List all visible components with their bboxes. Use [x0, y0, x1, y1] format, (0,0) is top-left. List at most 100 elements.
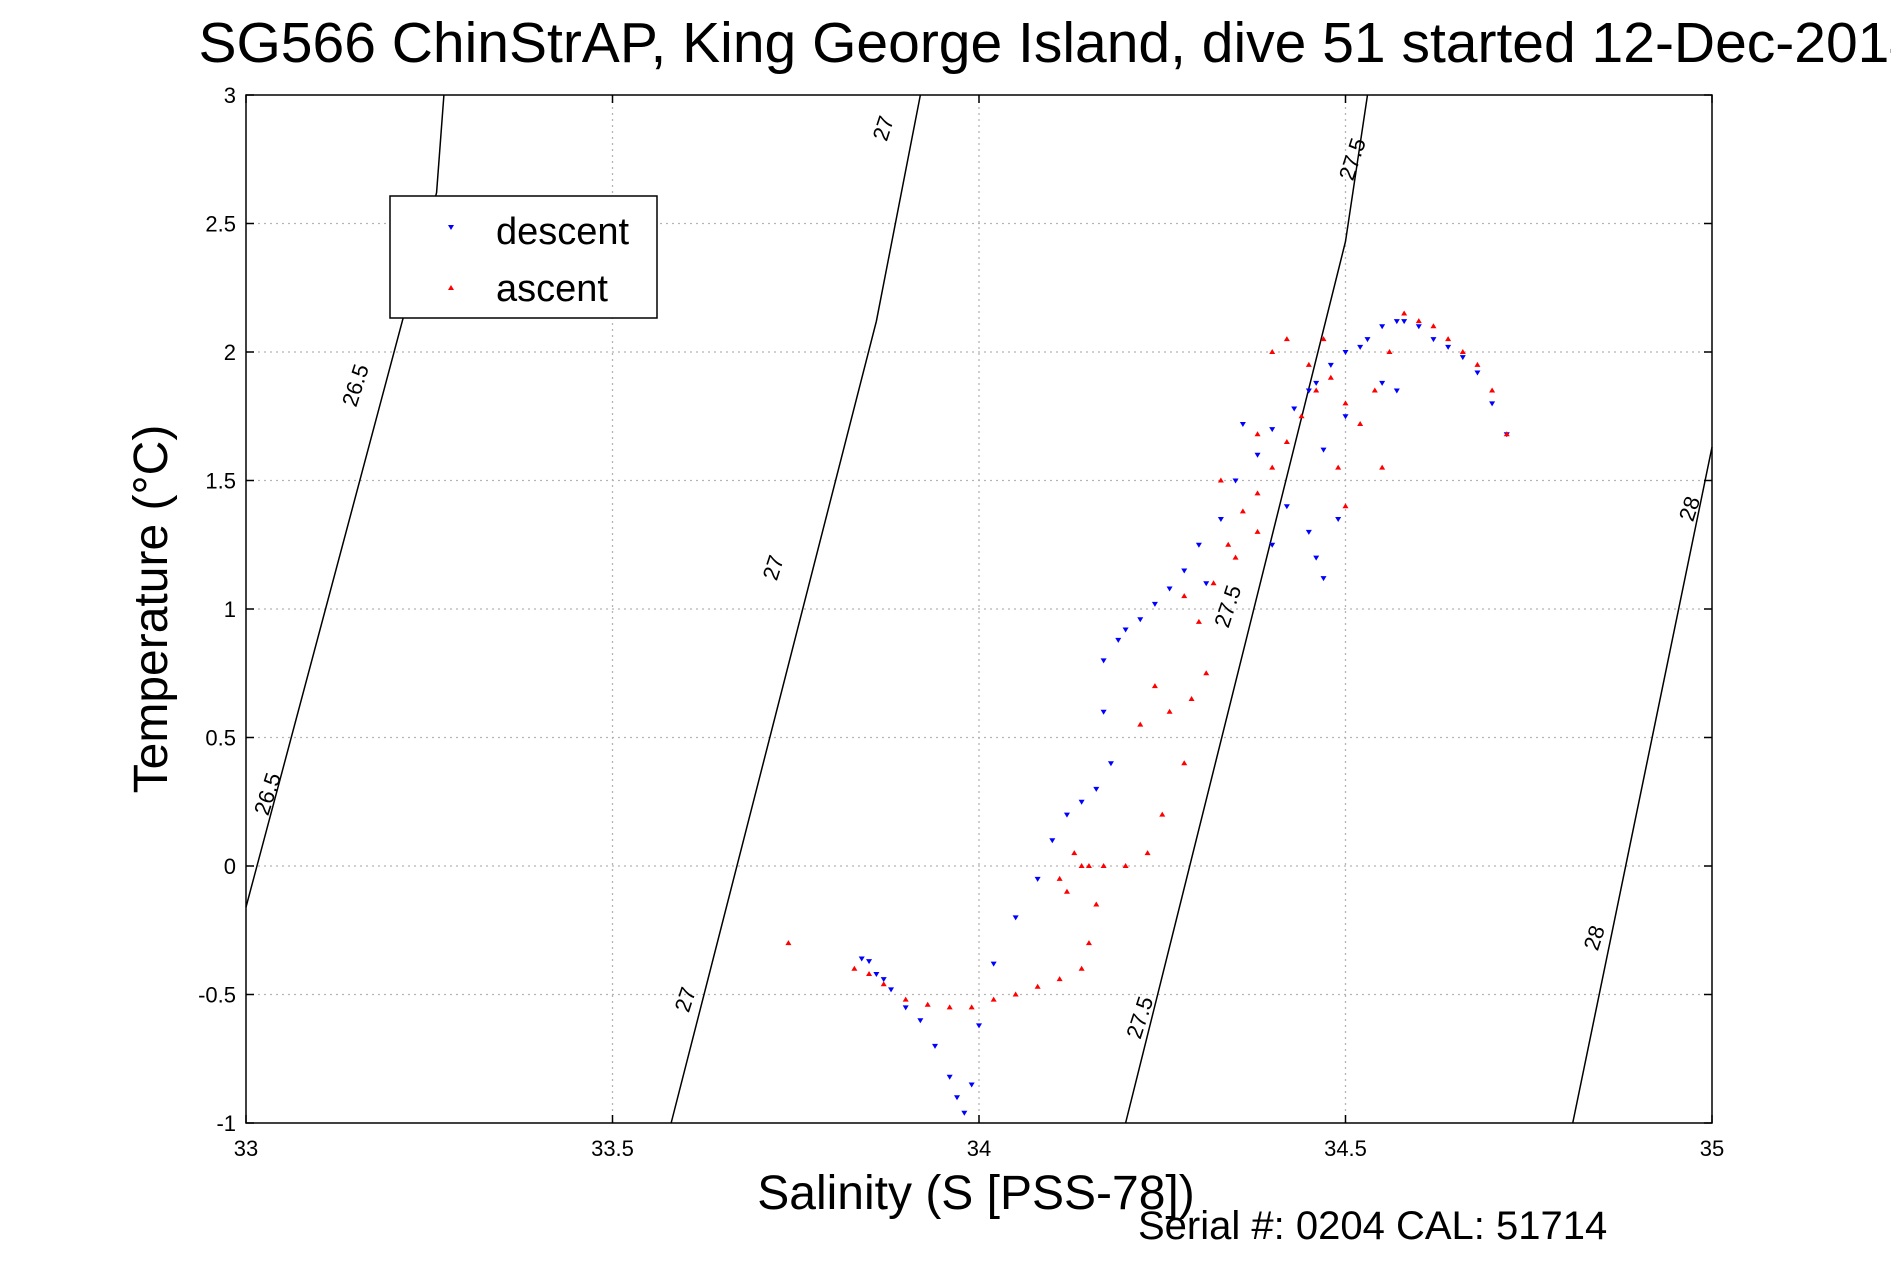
ascent-point — [1159, 811, 1166, 817]
ascent-point — [1137, 721, 1144, 727]
descent-point — [1305, 388, 1312, 394]
ascent-point — [1239, 508, 1246, 514]
descent-point — [932, 1043, 939, 1049]
descent-point — [1100, 709, 1107, 715]
ascent-point — [1056, 976, 1063, 982]
descent-point — [1445, 344, 1452, 350]
ascent-point — [1144, 850, 1151, 856]
ascent-point — [1327, 374, 1334, 380]
descent-point — [888, 987, 895, 993]
descent-point — [1049, 838, 1056, 844]
ascent-point — [1056, 875, 1063, 881]
descent-point — [1107, 761, 1114, 767]
descent-point — [968, 1082, 975, 1088]
descent-point — [866, 959, 873, 965]
descent-point — [1100, 658, 1107, 664]
ascent-point — [1445, 336, 1452, 342]
ascent-point — [1012, 991, 1019, 997]
descent-point — [1401, 319, 1408, 325]
descent-point — [1327, 362, 1334, 368]
ascent-point — [1335, 464, 1342, 470]
y-tick-label: 3 — [224, 83, 236, 108]
ascent-point — [1203, 670, 1210, 676]
ascent-point — [1415, 318, 1422, 324]
descent-point — [1313, 380, 1320, 386]
ascent-point — [1151, 683, 1158, 689]
descent-point — [1313, 555, 1320, 561]
ascent-point — [968, 1004, 975, 1010]
ascent-point — [1078, 965, 1085, 971]
ascent-point — [946, 1004, 953, 1010]
chart-title: SG566 ChinStrAP, King George Island, div… — [198, 11, 1891, 75]
ascent-point — [1071, 850, 1078, 856]
contour-line-27 — [670, 94, 922, 1124]
y-tick-label: 0.5 — [205, 726, 236, 751]
descent-point — [1283, 504, 1290, 510]
descent-point — [1269, 427, 1276, 433]
density-contours — [245, 94, 1713, 1124]
ascent-point — [1474, 361, 1481, 367]
descent-point — [1195, 542, 1202, 548]
x-tick-label: 35 — [1700, 1136, 1724, 1161]
descent-point — [961, 1110, 968, 1116]
descent-point — [880, 977, 887, 983]
descent-point — [1474, 370, 1481, 376]
descent-point — [1320, 447, 1327, 453]
descent-point — [1379, 324, 1386, 330]
ascent-point — [1210, 580, 1217, 586]
descent-point — [1034, 876, 1041, 882]
descent-point — [1379, 380, 1386, 386]
descent-point — [990, 961, 997, 967]
grid-lines — [246, 95, 1712, 1123]
ascent-point — [1503, 431, 1510, 437]
descent-point — [1181, 568, 1188, 574]
descent-point — [858, 956, 865, 962]
legend-descent-marker — [448, 225, 454, 230]
contour-line-28 — [1571, 446, 1713, 1124]
descent-point — [1122, 627, 1129, 633]
descent-point — [1364, 337, 1371, 343]
descent-point — [902, 1005, 909, 1011]
y-tick-label: 1.5 — [205, 469, 236, 494]
legend-descent-label: descent — [496, 211, 630, 253]
ascent-point — [1100, 863, 1107, 868]
descent-point — [1093, 786, 1100, 792]
ascent-point — [1298, 413, 1305, 419]
descent-point — [1151, 601, 1158, 607]
descent-point — [1078, 799, 1085, 805]
descent-point — [1393, 388, 1400, 394]
y-axis-label: Temperature (°C) — [125, 425, 178, 794]
descent-point — [1415, 324, 1422, 330]
ascent-point — [1195, 618, 1202, 624]
ascent-point — [866, 970, 873, 976]
serial-cal-label: Serial #: 0204 CAL: 51714 — [1138, 1204, 1607, 1248]
ascent-point — [1430, 323, 1437, 329]
ascent-point — [1283, 336, 1290, 342]
ascent-point — [1401, 310, 1408, 316]
descent-point — [1254, 452, 1261, 458]
descent-point — [1357, 344, 1364, 350]
x-tick-label: 33 — [234, 1136, 258, 1161]
ascent-point — [1269, 349, 1276, 354]
ascent-point — [1357, 420, 1364, 426]
ascent-point — [902, 996, 909, 1002]
y-tick-label: -0.5 — [198, 983, 236, 1008]
descent-point — [1063, 812, 1070, 818]
descent-point — [1430, 337, 1437, 343]
ascent-point — [1063, 888, 1070, 894]
x-tick-label: 33.5 — [591, 1136, 634, 1161]
ascent-point — [1181, 760, 1188, 766]
x-axis-ticks: 33 33.5 34 34.5 35 — [234, 95, 1724, 1161]
ascent-point — [1269, 464, 1276, 470]
legend-box — [389, 195, 658, 319]
y-tick-label: 0 — [224, 854, 236, 879]
y-tick-label: 1 — [224, 597, 236, 622]
ascent-point — [880, 981, 887, 987]
ascent-point — [1254, 490, 1261, 496]
ascent-point — [1342, 503, 1349, 509]
y-tick-label: 2.5 — [205, 212, 236, 237]
data-series — [785, 310, 1510, 1116]
ascent-point — [1122, 863, 1129, 868]
descent-point — [1291, 406, 1298, 412]
ascent-point — [1283, 438, 1290, 444]
